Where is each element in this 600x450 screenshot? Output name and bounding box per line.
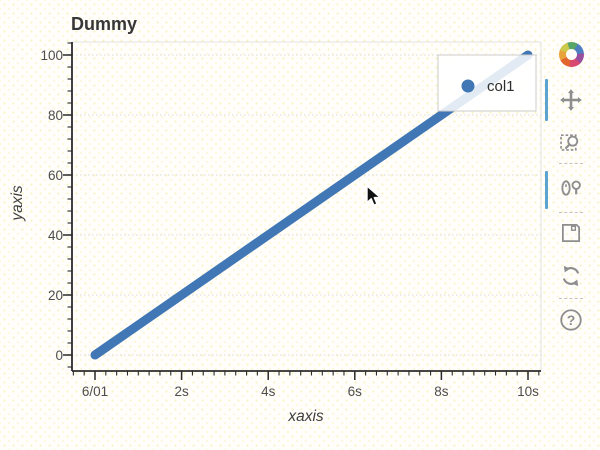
x-tick-label: 10s xyxy=(517,384,539,399)
x-tick-label: 8s xyxy=(434,384,449,399)
y-tick-label: 100 xyxy=(40,48,63,63)
y-tick-label: 80 xyxy=(48,108,63,123)
box-zoom-tool-button[interactable] xyxy=(556,128,586,158)
pan-active-indicator xyxy=(545,79,548,121)
save-tool-button[interactable] xyxy=(556,218,586,248)
x-tick-label: 4s xyxy=(261,384,276,399)
toolbar-separator xyxy=(559,212,583,213)
reset-tool-button[interactable] xyxy=(556,261,586,291)
floppy-disk-icon xyxy=(562,224,580,242)
bokeh-logo-icon xyxy=(558,41,584,67)
legend[interactable]: col1 xyxy=(437,54,537,112)
plot-title: Dummy xyxy=(71,14,137,34)
plot-outline xyxy=(72,41,542,371)
svg-text:?: ? xyxy=(567,312,576,328)
x-axis-title: xaxis xyxy=(287,408,324,425)
legend-box xyxy=(437,54,537,112)
legend-marker-icon xyxy=(461,79,475,93)
wheel-zoom-icon xyxy=(561,180,581,196)
y-tick-label: 0 xyxy=(55,348,63,363)
toolbar-separator xyxy=(559,163,583,164)
toolbar-separator xyxy=(559,298,583,299)
help-tool-button[interactable]: ? xyxy=(556,305,586,335)
y-tick-label: 60 xyxy=(48,168,63,183)
wheel-zoom-active-indicator xyxy=(545,171,548,209)
pan-tool-button[interactable] xyxy=(556,85,586,115)
refresh-arrows-icon xyxy=(562,265,580,287)
x-tick-label: 6s xyxy=(348,384,363,399)
x-tick-label: 6/01 xyxy=(82,384,108,399)
move-arrows-icon xyxy=(560,89,582,111)
legend-item-label: col1 xyxy=(487,78,515,95)
x-tick-label: 2s xyxy=(174,384,189,399)
axes xyxy=(63,42,541,380)
bokeh-toolbar: ? xyxy=(545,0,600,450)
question-mark-icon: ? xyxy=(560,309,582,331)
y-axis-title: yaxis xyxy=(9,185,26,222)
y-tick-label: 40 xyxy=(48,228,63,243)
wheel-zoom-tool-button[interactable] xyxy=(556,173,586,203)
y-tick-label: 20 xyxy=(48,288,63,303)
bokeh-logo[interactable] xyxy=(556,39,586,69)
box-zoom-magnifier-icon xyxy=(560,134,579,151)
